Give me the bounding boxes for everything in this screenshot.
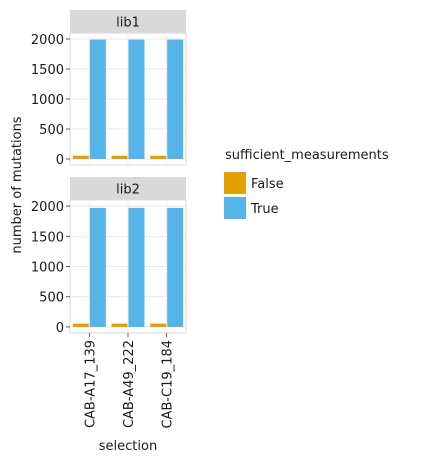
y-tick-label: 0 [56, 321, 64, 336]
facet-strip-lib1 [70, 10, 186, 33]
bar-lib1-CAB-A17_139-False [72, 155, 89, 159]
x-tick-label: CAB-A17_139 [83, 340, 98, 428]
facet-strip-label: lib2 [116, 183, 140, 198]
y-tick-label: 2000 [31, 33, 64, 48]
x-axis-title: selection [99, 439, 157, 454]
y-tick-label: 1000 [31, 93, 64, 108]
y-tick-label: 1000 [31, 261, 64, 276]
legend-label: True [250, 202, 279, 217]
bar-lib2-CAB-A49_222-False [111, 323, 128, 327]
facet-strip-lib2 [70, 177, 186, 200]
bar-lib1-CAB-A49_222-False [111, 155, 128, 159]
legend-key-True [224, 197, 246, 219]
bar-lib1-CAB-C19_184-False [150, 155, 167, 159]
bar-lib2-CAB-A49_222-True [128, 207, 145, 327]
y-axis-title: number of mutations [10, 116, 25, 253]
y-tick-label: 0 [56, 153, 64, 168]
bar-lib2-CAB-A17_139-True [89, 207, 106, 327]
bar-lib2-CAB-C19_184-True [167, 207, 184, 327]
y-tick-label: 2000 [31, 200, 64, 215]
bar-lib1-CAB-A49_222-True [128, 39, 145, 159]
bar-lib1-CAB-A17_139-True [89, 39, 106, 159]
bar-lib2-CAB-C19_184-False [150, 323, 167, 327]
y-tick-label: 500 [39, 123, 64, 138]
bar-lib1-CAB-C19_184-True [167, 39, 184, 159]
x-tick-label: CAB-C19_184 [161, 340, 176, 429]
y-tick-label: 1500 [31, 63, 64, 78]
legend-label: False [251, 177, 284, 192]
bar-lib2-CAB-A17_139-False [72, 323, 89, 327]
legend-key-False [224, 172, 246, 194]
facet-strip-label: lib1 [116, 16, 140, 31]
y-tick-label: 500 [39, 291, 64, 306]
y-tick-label: 1500 [31, 230, 64, 245]
x-tick-label: CAB-A49_222 [122, 340, 137, 428]
legend-title: sufficient_measurements [225, 148, 389, 163]
